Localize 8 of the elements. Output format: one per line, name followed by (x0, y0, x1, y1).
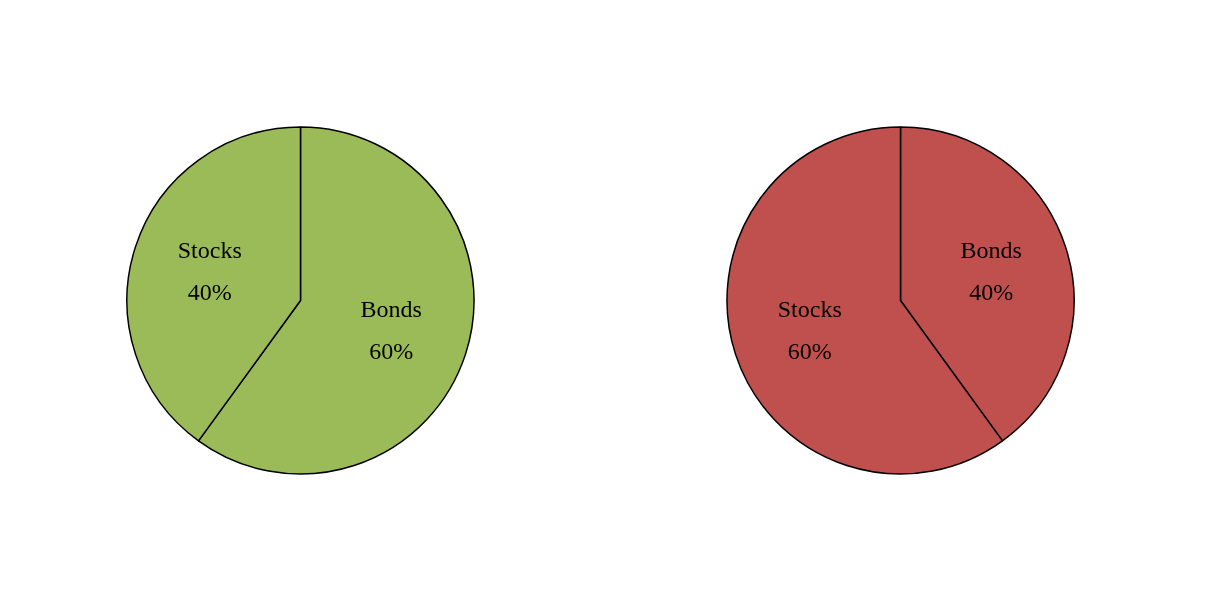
data-label: 40% (969, 278, 1014, 305)
data-label: 60% (787, 337, 832, 364)
slice-label: Bonds (360, 296, 422, 323)
data-label: 60% (369, 337, 414, 364)
slice-label: Stocks (177, 237, 242, 264)
slice-label: Stocks (777, 296, 842, 323)
slice-label: Bonds (960, 237, 1022, 264)
data-label: 40% (187, 278, 232, 305)
